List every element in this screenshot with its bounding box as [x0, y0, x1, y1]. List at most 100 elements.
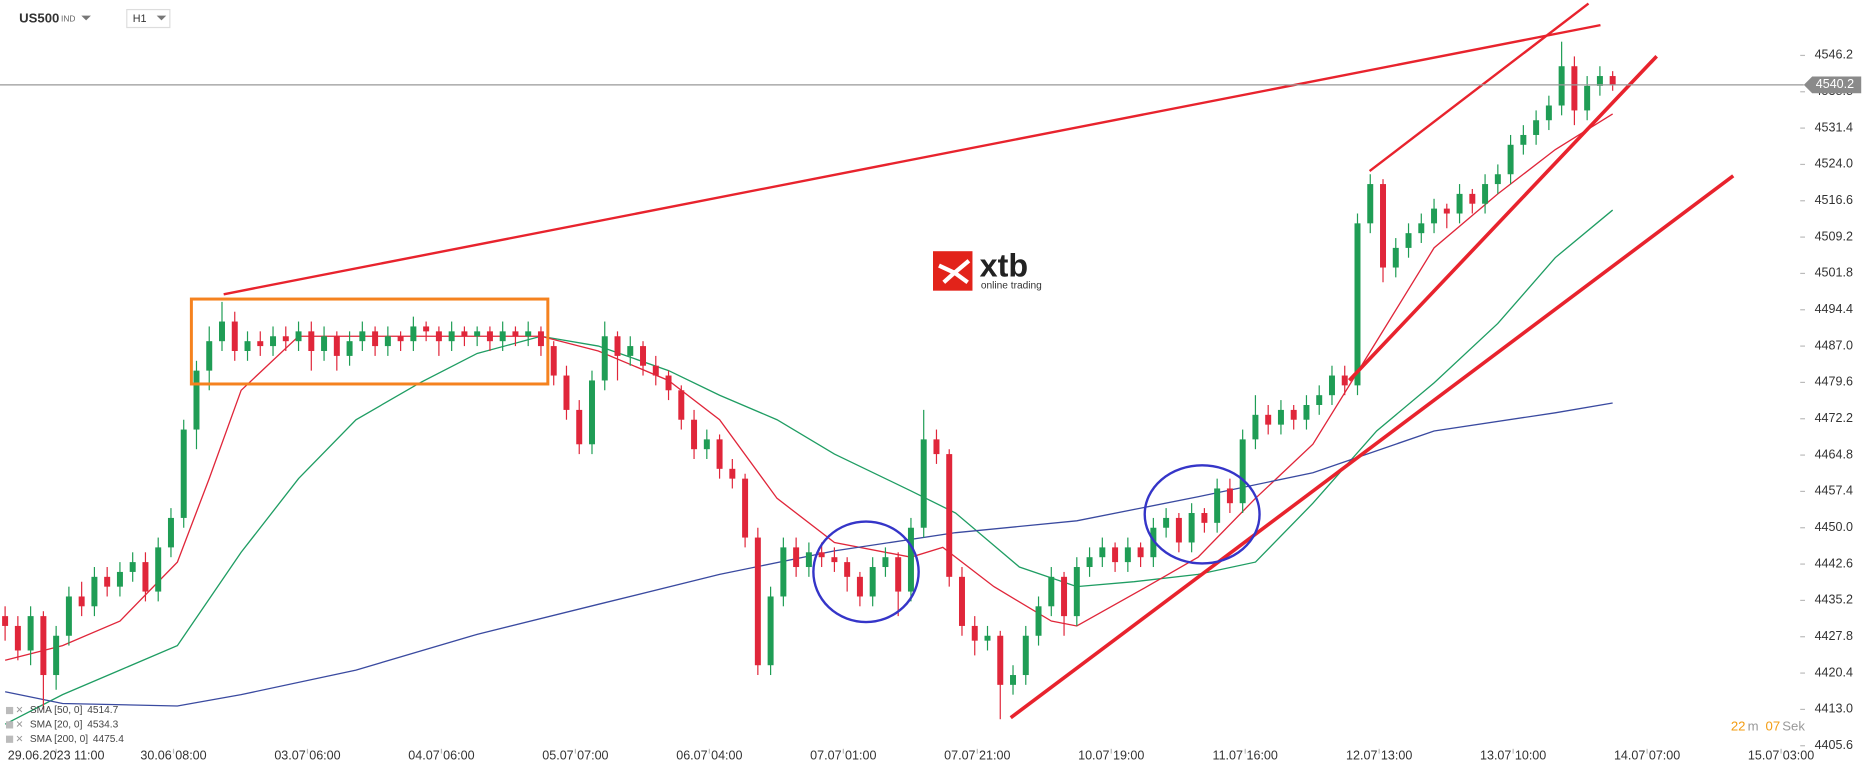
legend-icon — [5, 706, 14, 715]
countdown: 22 m 07 Sek — [1731, 719, 1806, 734]
legend-icon — [5, 721, 14, 729]
candle-body — [116, 571, 123, 587]
candle-body — [691, 419, 698, 450]
candle-body — [588, 380, 595, 445]
candle-body — [767, 596, 774, 666]
x-tick-label: 03.07 06:00 — [274, 748, 340, 762]
x-tick-label: 04.07 06:00 — [408, 748, 474, 762]
candle-body — [359, 331, 366, 342]
sma-line — [5, 402, 1613, 707]
candle-body — [627, 346, 634, 356]
candle-body — [91, 576, 98, 607]
candle-body — [142, 562, 149, 592]
candle-body — [742, 478, 749, 538]
candle-body — [563, 375, 570, 410]
candle-body — [1022, 635, 1029, 676]
x-tick-label: 05.07 07:00 — [542, 748, 608, 762]
x-tick-label: 12.07 13:00 — [1346, 748, 1412, 762]
candle-body — [1316, 395, 1323, 406]
y-tick-label: 4464.8 — [1815, 447, 1853, 461]
candle-body — [231, 321, 238, 351]
market: IND — [61, 13, 75, 23]
candle-body — [1507, 144, 1514, 175]
candle-body — [1443, 208, 1450, 214]
candle-body — [180, 429, 187, 518]
candle-body — [1252, 414, 1259, 440]
candle-body — [831, 557, 838, 563]
candle-body — [1163, 517, 1170, 528]
candle-body — [206, 341, 213, 371]
candle-body — [14, 625, 21, 651]
y-tick-label: 4450.0 — [1815, 520, 1853, 534]
highlight-circle — [1143, 464, 1261, 565]
logo-tagline: online trading — [981, 281, 1042, 292]
candle-body — [1328, 375, 1335, 396]
candle-body — [1086, 557, 1093, 568]
candle-body — [818, 552, 825, 558]
candle-body — [1010, 675, 1017, 685]
legend-name: SMA [200, 0] — [30, 734, 88, 745]
y-tick-label: 4435.2 — [1815, 593, 1853, 607]
x-tick-label: 06.07 04:00 — [676, 748, 742, 762]
y-tick-label: 4509.2 — [1815, 229, 1853, 243]
dropdown-arrow[interactable] — [81, 15, 91, 21]
x-tick-label: 15.07 03:00 — [1748, 748, 1814, 762]
x-tick-label: 11.07 16:00 — [1213, 748, 1278, 762]
legend-icon-x: ✕ — [16, 719, 24, 730]
candle-body — [1150, 527, 1157, 558]
candle-body — [1035, 606, 1042, 636]
candle-body — [1571, 66, 1578, 111]
candle-body — [1584, 85, 1591, 111]
y-tick-label: 4531.4 — [1815, 120, 1853, 134]
candle-body — [716, 439, 723, 469]
candle-body — [1380, 184, 1387, 268]
candle-body — [1112, 547, 1119, 563]
candle-body — [1405, 233, 1412, 248]
interval[interactable]: H1 — [133, 13, 147, 25]
candle-body — [295, 331, 302, 342]
candle-body — [1558, 66, 1565, 106]
candle-body — [1341, 375, 1348, 386]
candle-body — [882, 557, 889, 568]
candle-body — [1545, 105, 1552, 121]
candle-body — [678, 390, 685, 420]
price-label: 4540.2 — [1816, 77, 1854, 91]
candle-body — [435, 331, 442, 342]
candle-body — [1431, 208, 1438, 224]
symbol[interactable]: US500 — [19, 11, 59, 26]
y-tick-label: 4457.4 — [1815, 484, 1853, 498]
candle-body — [1239, 439, 1246, 504]
y-tick-label: 4413.0 — [1815, 702, 1853, 716]
candle-body — [372, 331, 379, 347]
x-tick-label: 30.06 08:00 — [140, 748, 206, 762]
candle-body — [1303, 405, 1310, 420]
candle-body — [1073, 567, 1080, 617]
candle-body — [652, 365, 659, 376]
candle-body — [984, 635, 991, 641]
candle-body — [397, 336, 404, 342]
countdown-seconds: 07 — [1766, 719, 1781, 734]
candle-body — [1290, 409, 1297, 420]
trend-line — [223, 23, 1601, 296]
legend-name: SMA [20, 0] — [30, 720, 83, 731]
candle-body — [346, 341, 353, 356]
candle-body — [1214, 488, 1221, 523]
candle-body — [1124, 547, 1131, 563]
candle-body — [448, 331, 455, 342]
y-tick-label: 4427.8 — [1815, 629, 1853, 643]
drawings — [189, 2, 1735, 720]
candle-body — [1061, 576, 1068, 617]
plot-area — [2, 41, 1616, 725]
y-tick-label: 4487.0 — [1815, 338, 1853, 352]
candle-body — [907, 527, 914, 592]
dropdown-arrow[interactable] — [156, 15, 167, 21]
candle-body — [703, 439, 710, 450]
interval-box[interactable] — [126, 8, 171, 29]
trend-line — [1009, 174, 1735, 720]
candle-body — [895, 557, 902, 592]
candle-body — [1609, 76, 1616, 85]
y-tick-label: 4524.0 — [1815, 157, 1853, 171]
x-tick-label: 10.07 19:00 — [1078, 748, 1144, 762]
